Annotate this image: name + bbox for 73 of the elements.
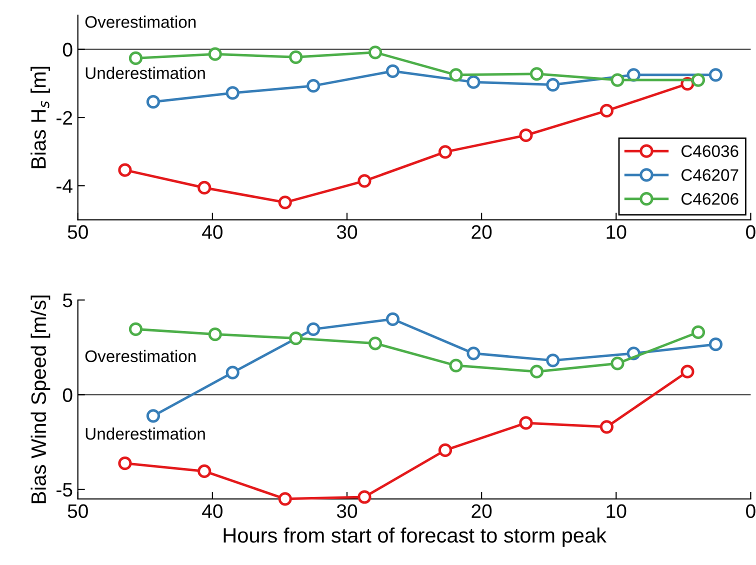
- annotation: Overestimation: [85, 350, 196, 362]
- annotation: Overestimation: [85, 16, 196, 28]
- point: [546, 354, 560, 368]
- point: [691, 73, 706, 87]
- x-tick-label: 30: [336, 504, 358, 518]
- point: [198, 180, 212, 195]
- point: [128, 51, 143, 66]
- point: [519, 128, 533, 142]
- point: [546, 78, 560, 92]
- legend-label: C46036: [682, 145, 738, 158]
- point: [438, 145, 452, 159]
- x-tick-label: 50: [68, 504, 88, 518]
- annotation: Underestimation: [86, 66, 205, 80]
- point: [386, 64, 400, 78]
- point: [610, 356, 624, 370]
- point: [208, 327, 222, 342]
- point: [466, 346, 480, 360]
- x-axis-title: Hours from start of forecast to storm peak: [224, 527, 607, 547]
- x-tick-label: 20: [472, 225, 492, 239]
- point: [368, 336, 382, 350]
- point: [208, 47, 222, 61]
- point: [358, 174, 372, 188]
- y-tick-label: 5: [62, 294, 72, 308]
- point: [438, 443, 452, 458]
- point: [118, 163, 132, 177]
- x-tick-label: 20: [472, 504, 492, 518]
- point: [466, 75, 480, 89]
- point: [289, 50, 303, 64]
- x-tick-label: 40: [202, 504, 222, 518]
- x-tick-label: 30: [336, 225, 358, 239]
- point: [530, 67, 544, 81]
- point: [519, 416, 533, 430]
- y-tick-label: 0: [62, 42, 72, 57]
- annotation: Underestimation: [86, 427, 205, 440]
- point: [449, 68, 463, 82]
- point: [146, 409, 160, 423]
- x-tick-label: 0: [746, 504, 756, 518]
- y-tick-label: -4: [56, 179, 72, 193]
- point: [530, 364, 544, 378]
- y-tick-label: 0: [62, 388, 72, 402]
- x-tick-label: 40: [202, 225, 222, 239]
- point: [226, 86, 240, 100]
- point: [226, 366, 240, 380]
- y-tick-label: -2: [56, 110, 72, 125]
- point: [691, 325, 706, 340]
- point: [610, 73, 624, 87]
- point: [306, 322, 320, 336]
- point: [278, 492, 292, 506]
- point: [600, 104, 614, 118]
- point: [118, 456, 132, 470]
- y-axis-title: Bias Wind Speed [m/s]: [30, 296, 50, 504]
- point: [386, 312, 400, 326]
- point: [146, 95, 160, 109]
- legend-label: C46206: [682, 193, 738, 205]
- x-tick-label: 0: [746, 225, 756, 239]
- point: [358, 490, 372, 504]
- x-tick-label: 50: [68, 225, 88, 239]
- point: [368, 46, 382, 60]
- y-tick-label: -5: [56, 483, 72, 497]
- point: [128, 322, 143, 336]
- point: [198, 464, 212, 478]
- x-tick-label: 10: [606, 225, 626, 239]
- point: [278, 196, 292, 210]
- point: [449, 358, 463, 372]
- point: [306, 79, 320, 93]
- y-axis-title: Bias H$_{s}$ [m]: [30, 66, 50, 168]
- point: [680, 364, 694, 378]
- point: [600, 420, 614, 434]
- point: [708, 338, 723, 352]
- x-tick-label: 10: [606, 504, 626, 518]
- point: [708, 68, 723, 82]
- legend-label: C46207: [682, 169, 738, 181]
- point: [289, 331, 303, 346]
